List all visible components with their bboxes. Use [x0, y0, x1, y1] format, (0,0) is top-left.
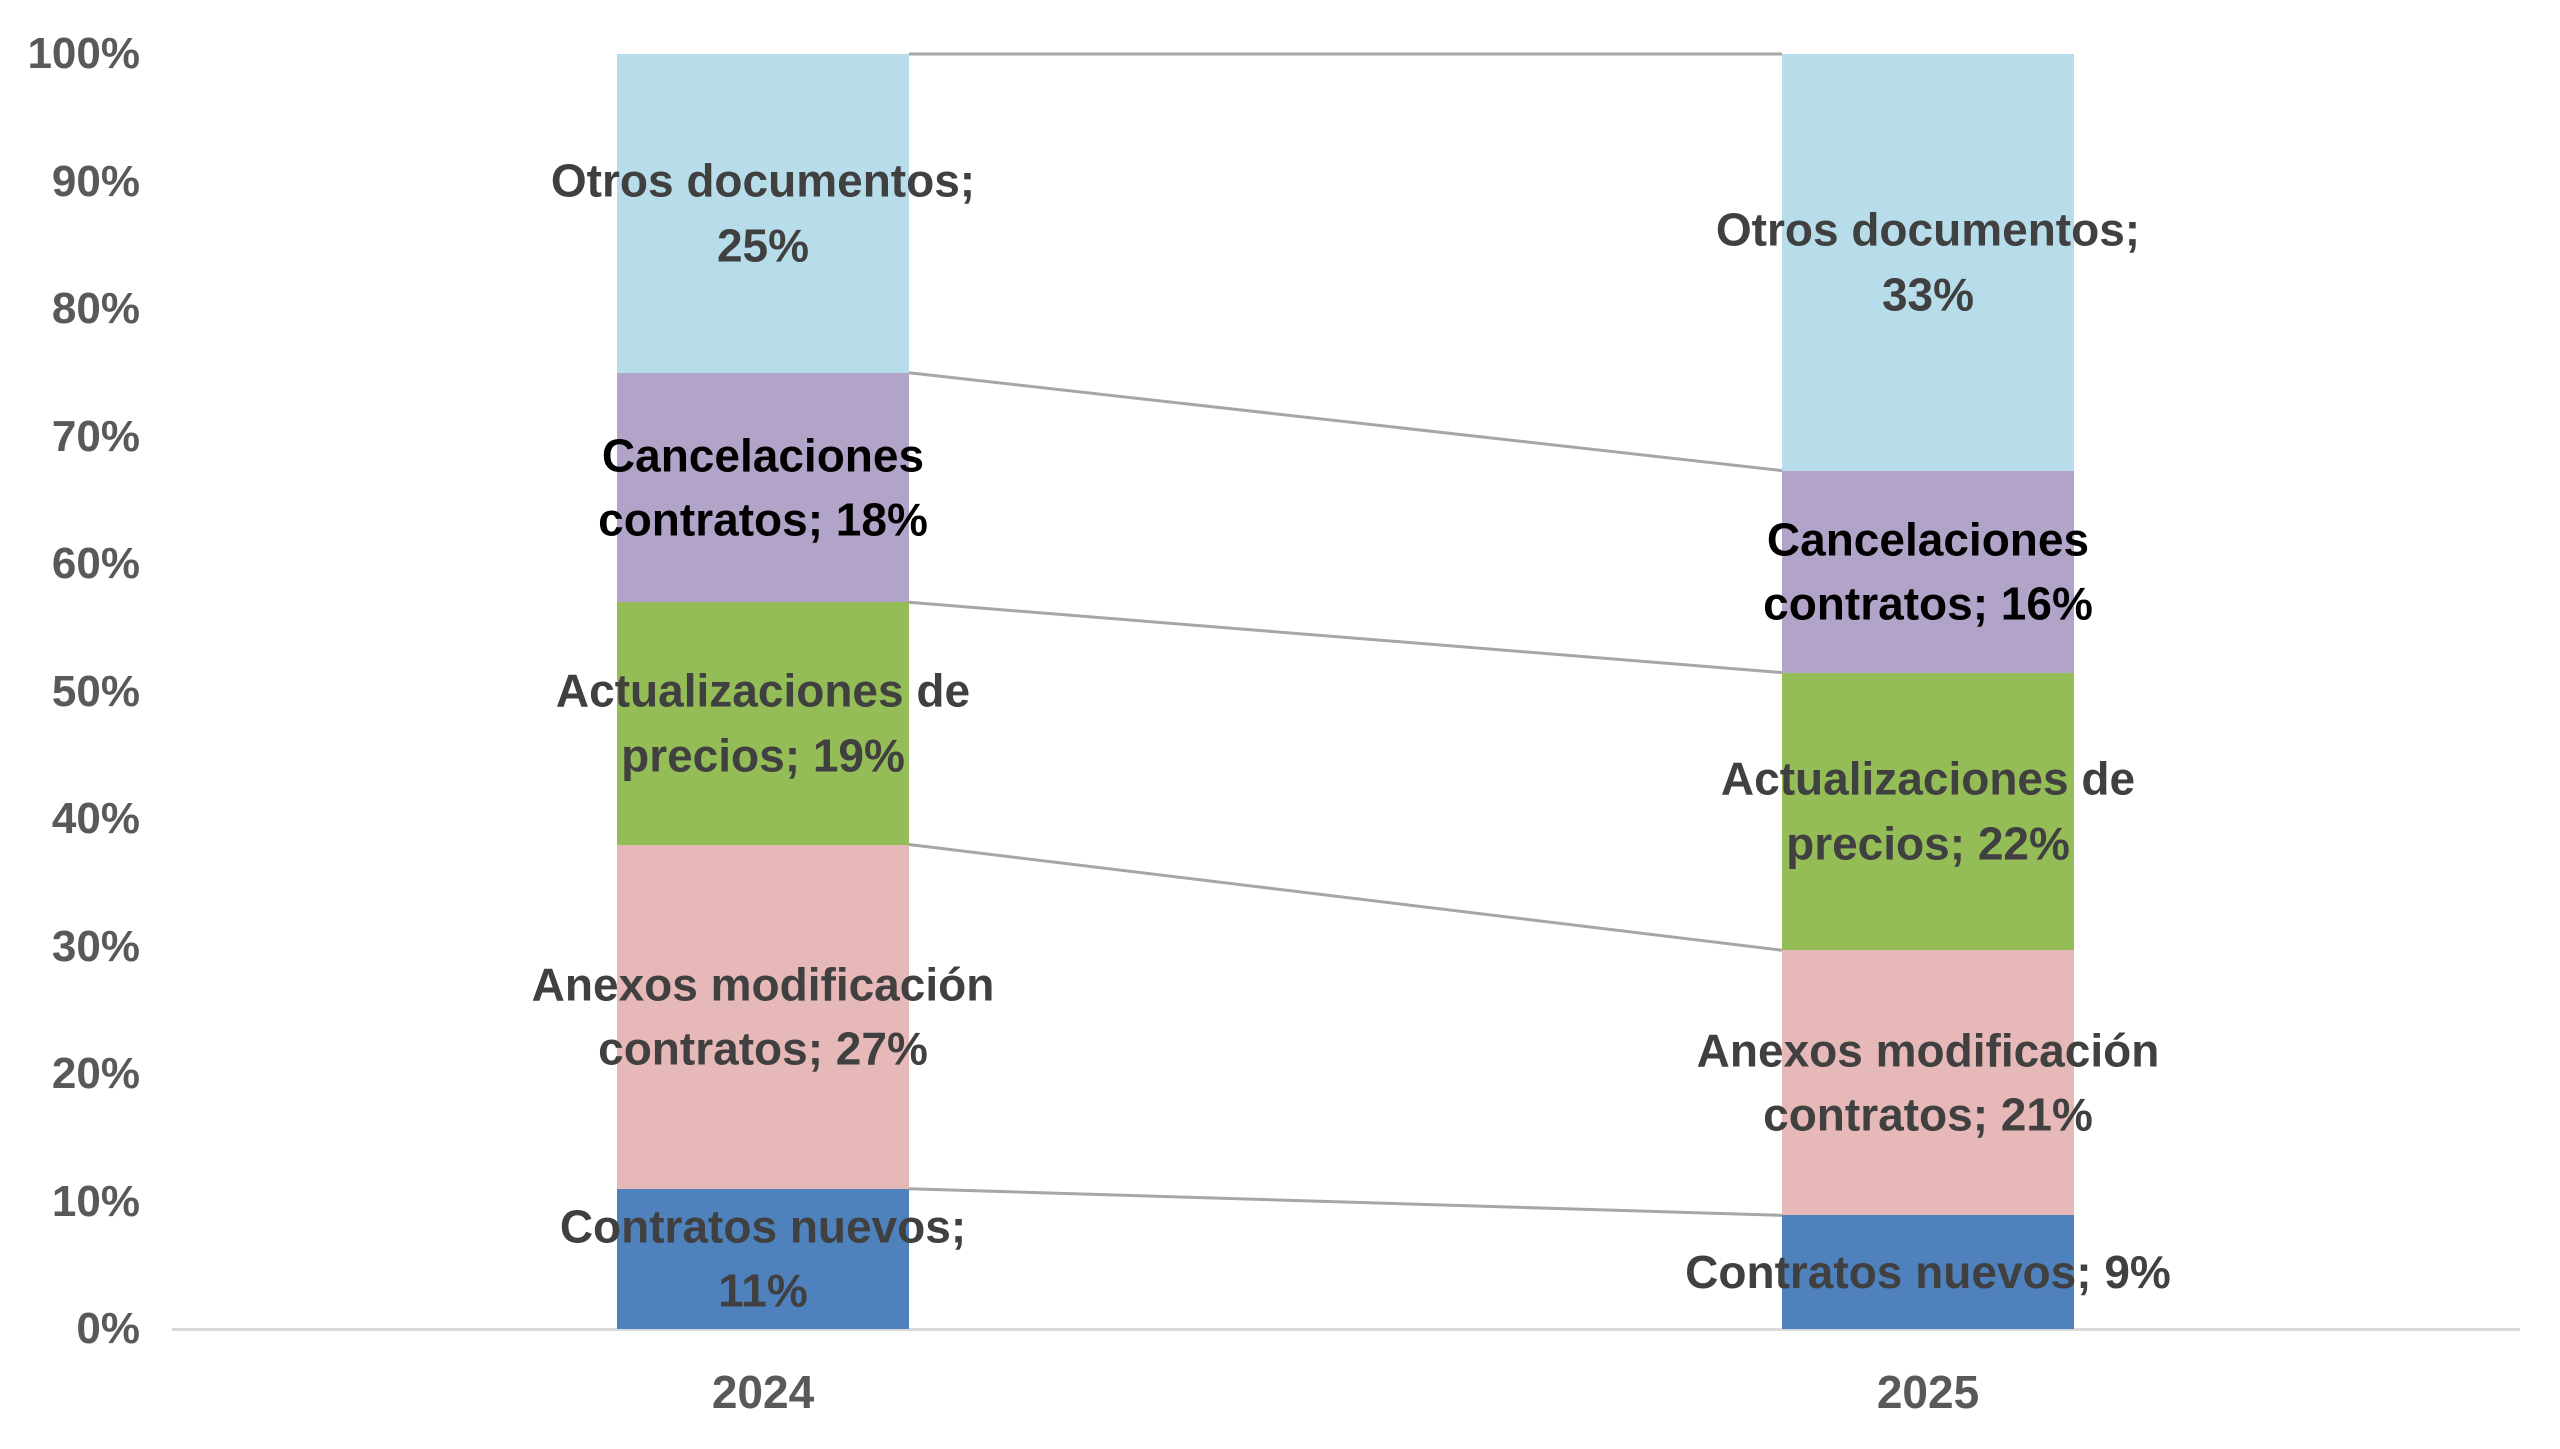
x-axis-line [172, 1328, 2520, 1331]
y-tick-label: 60% [51, 539, 140, 588]
y-tick-label: 40% [51, 794, 140, 843]
y-tick-label: 0% [76, 1304, 140, 1353]
y-tick-label: 50% [51, 666, 140, 716]
segment-2024-otros-documentos [617, 54, 909, 373]
connector-line [908, 843, 1783, 952]
y-tick-label: 70% [51, 411, 140, 461]
x-axis-label-2025: 2025 [1876, 1366, 1980, 1418]
y-tick-label: 20% [51, 1049, 140, 1098]
bar-2024 [617, 0, 909, 1449]
segment-2025-contratos-nuevos [1782, 1215, 2074, 1329]
segment-2025-otros-documentos [1782, 54, 2074, 471]
segment-2025-actualizaciones-de-precios [1782, 672, 2074, 951]
connector-line [908, 600, 1783, 675]
connector-line [908, 371, 1783, 473]
segment-2024-contratos-nuevos [617, 1188, 909, 1329]
segment-2024-cancelaciones-contratos [617, 372, 909, 603]
segment-2025-anexos-modificaci-n-contratos [1782, 950, 2074, 1216]
y-tick-label: 100% [27, 29, 140, 78]
segment-2024-actualizaciones-de-precios [617, 602, 909, 845]
y-tick-label: 80% [51, 284, 140, 333]
segment-2025-cancelaciones-contratos [1782, 470, 2074, 673]
connector-line [908, 1187, 1783, 1217]
y-tick-label: 30% [51, 921, 140, 971]
segment-2024-anexos-modificaci-n-contratos [617, 844, 909, 1189]
y-tick-label: 10% [51, 1176, 140, 1226]
x-axis-label-2024: 2024 [711, 1366, 815, 1418]
y-tick-label: 90% [51, 156, 140, 206]
bar-2025 [1782, 0, 2074, 1449]
